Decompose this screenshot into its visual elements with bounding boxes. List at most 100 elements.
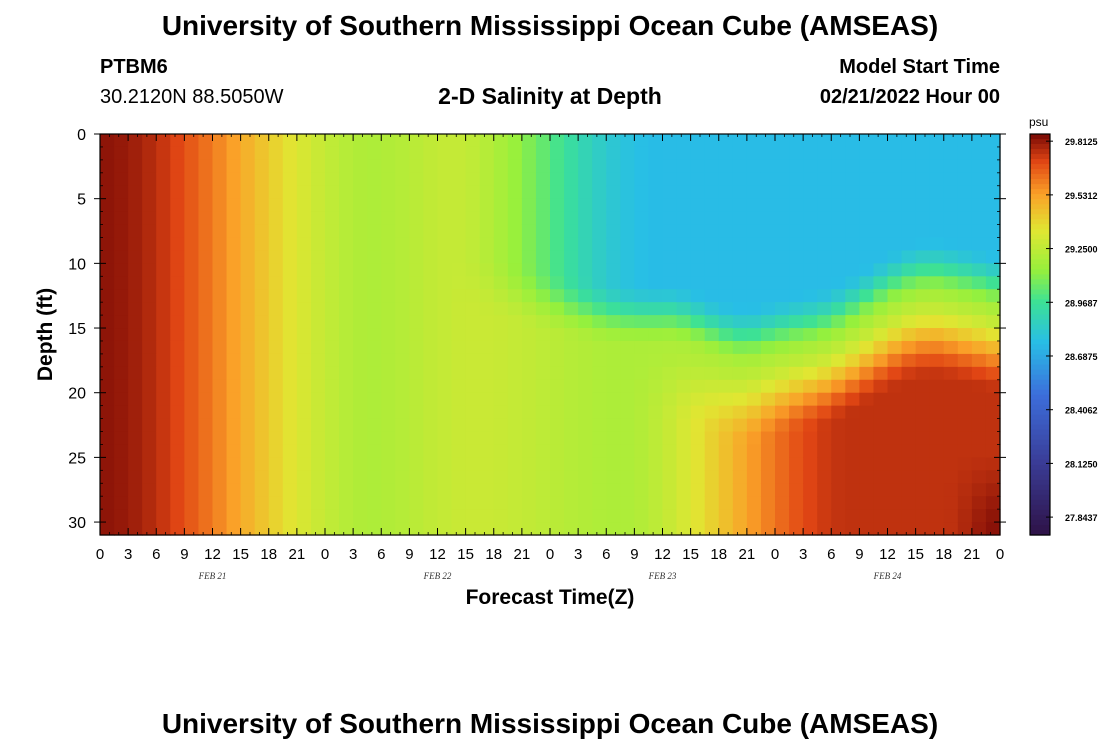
heatmap-cell [465,237,481,252]
heatmap-cell [634,185,650,200]
heatmap-cell [240,315,256,329]
heatmap-cell [971,379,987,394]
heatmap-cell [971,289,987,303]
heatmap-cell [254,328,270,342]
heatmap-cell [310,134,326,148]
heatmap-cell [507,379,523,394]
heatmap-cell [859,340,875,355]
heatmap-cell [662,340,678,355]
heatmap-cell [156,483,171,497]
heatmap-cell [325,315,340,329]
heatmap-cell [381,185,396,200]
colorbar-segment [1030,389,1050,396]
heatmap-cell [339,276,354,290]
heatmap-cell [493,276,509,290]
heatmap-cell [339,353,354,368]
heatmap-cell [268,302,284,316]
heatmap-cell [170,405,185,420]
heatmap-cell [521,431,537,446]
heatmap-cell [690,431,706,446]
heatmap-cell [620,172,635,187]
heatmap-cell [198,431,214,446]
heatmap-cell [634,328,650,342]
heatmap-cell [550,483,565,497]
heatmap-cell [240,405,256,420]
colorbar-segment [1030,364,1050,371]
heatmap-cell [100,185,115,200]
heatmap-cell [760,159,776,174]
heatmap-cell [718,172,734,187]
heatmap-cell [100,276,115,290]
heatmap-cell [831,379,846,394]
heatmap-cell [353,328,368,342]
heatmap-cell [803,146,818,161]
heatmap-cell [423,276,439,290]
heatmap-cell [943,172,959,187]
heatmap-cell [128,198,143,213]
heatmap-cell [648,444,664,458]
heatmap-cell [282,159,298,174]
heatmap-cell [704,366,720,381]
heatmap-cell [451,237,467,252]
heatmap-cell [465,366,481,381]
heatmap-cell [564,250,579,264]
heatmap-cell [985,418,1001,433]
heatmap-cell [831,250,846,264]
heatmap-cell [732,457,748,471]
heatmap-cell [985,172,1001,187]
heatmap-cell [212,250,228,264]
heatmap-cell [479,198,495,213]
heatmap-cell [114,185,129,200]
heatmap-cell [100,224,115,239]
heatmap-cell [268,263,284,277]
heatmap-cell [521,224,537,239]
heatmap-cell [282,185,298,200]
heatmap-cell [212,328,228,342]
heatmap-cell [929,185,945,200]
heatmap-cell [564,302,579,316]
heatmap-cell [704,340,720,355]
heatmap-cell [634,366,650,381]
heatmap-cell [550,392,565,407]
heatmap-cell [775,250,790,264]
heatmap-cell [310,146,326,161]
heatmap-cell [929,509,945,523]
heatmap-cell [971,263,987,277]
heatmap-cell [690,366,706,381]
heatmap-cell [564,185,579,200]
heatmap-cell [957,353,973,368]
heatmap-cell [451,250,467,264]
heatmap-cell [550,509,565,523]
heatmap-cell [550,198,565,213]
colorbar-segment [1030,414,1050,421]
heatmap-cell [746,276,762,290]
heatmap-cell [957,172,973,187]
heatmap-cell [226,276,242,290]
heatmap-cell [198,146,214,161]
heatmap-cell [198,418,214,433]
heatmap-cell [212,224,228,239]
heatmap-cell [353,405,368,420]
heatmap-cell [887,134,903,148]
heatmap-cell [310,340,326,355]
heatmap-cell [929,146,945,161]
heatmap-cell [887,198,903,213]
heatmap-cell [184,470,200,484]
heatmap-cell [606,509,621,523]
heatmap-cell [550,405,565,420]
heatmap-cell [114,276,129,290]
heatmap-cell [620,509,635,523]
heatmap-cell [831,444,846,458]
heatmap-cell [831,237,846,252]
heatmap-cell [184,315,200,329]
heatmap-cell [268,211,284,226]
heatmap-cell [845,366,860,381]
heatmap-cell [578,276,593,290]
heatmap-cell [114,224,129,239]
heatmap-cell [437,457,453,471]
heatmap-cell [114,250,129,264]
heatmap-cell [943,198,959,213]
colorbar-segment [1030,219,1050,225]
colorbar-segment [1030,284,1050,290]
heatmap-cell [212,405,228,420]
